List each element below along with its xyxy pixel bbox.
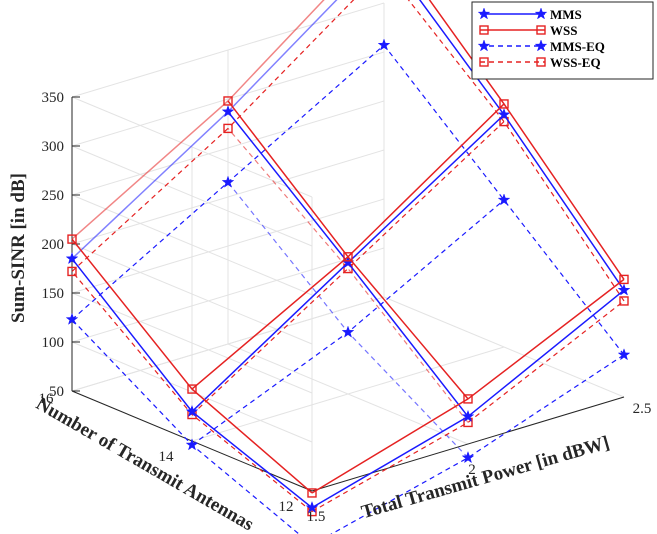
star-marker bbox=[305, 500, 319, 514]
star-marker bbox=[221, 175, 235, 188]
y-tick-label: 16 bbox=[39, 391, 55, 407]
square-marker bbox=[536, 57, 546, 67]
axes bbox=[71, 96, 625, 492]
series-line bbox=[227, 128, 469, 423]
z-axis-label: Sum-SINR [in dB] bbox=[8, 173, 29, 323]
square-marker bbox=[223, 96, 233, 106]
series-wss-eq bbox=[67, 0, 629, 517]
z-tick-label: 350 bbox=[42, 90, 65, 106]
series-line bbox=[428, 0, 625, 280]
z-tick-label: 100 bbox=[42, 335, 65, 351]
star-marker bbox=[185, 404, 199, 418]
y-tick-label: 14 bbox=[159, 449, 175, 465]
star-marker bbox=[477, 39, 491, 52]
x-tick-label: 2.5 bbox=[633, 401, 652, 417]
series-line bbox=[407, 0, 625, 302]
star-marker bbox=[497, 193, 511, 206]
x-tick-label: 1.5 bbox=[307, 509, 326, 525]
square-marker bbox=[187, 384, 197, 394]
star-marker bbox=[65, 312, 79, 325]
z-tick-label: 200 bbox=[42, 237, 65, 253]
series-line bbox=[71, 238, 313, 494]
y-axis-label: Number of Transmit Antennas bbox=[32, 393, 257, 534]
star-marker bbox=[497, 107, 511, 121]
star-marker bbox=[534, 39, 548, 52]
z-tick-label: 150 bbox=[42, 286, 65, 302]
z-tick-label: 250 bbox=[42, 188, 65, 204]
legend-label: MMS-EQ bbox=[550, 39, 605, 54]
square-marker bbox=[536, 25, 546, 35]
square-marker bbox=[499, 99, 509, 109]
z-tick-label: 50 bbox=[49, 384, 64, 400]
star-marker bbox=[185, 438, 199, 451]
series-line bbox=[227, 100, 469, 400]
series-line bbox=[191, 199, 505, 446]
square-marker bbox=[67, 266, 77, 277]
square-marker bbox=[343, 252, 353, 262]
square-marker bbox=[479, 25, 489, 35]
series-wss bbox=[67, 0, 629, 498]
y-tick-label: 12 bbox=[279, 499, 294, 515]
star-marker bbox=[65, 251, 79, 265]
z-tick-label: 300 bbox=[42, 139, 65, 155]
data-series bbox=[65, 0, 631, 534]
series-line bbox=[383, 44, 625, 356]
legend-label: MMS bbox=[550, 7, 582, 22]
legend-box bbox=[471, 1, 654, 80]
star-marker bbox=[477, 7, 491, 20]
x-axis-line bbox=[311, 396, 625, 492]
gridline-y-floor bbox=[191, 346, 505, 442]
star-marker bbox=[617, 283, 631, 296]
x-tick-label: 2 bbox=[468, 462, 476, 478]
series-mms-eq bbox=[65, 38, 631, 534]
star-marker bbox=[461, 450, 475, 464]
star-marker bbox=[221, 104, 235, 118]
star-marker bbox=[377, 38, 391, 51]
series-line bbox=[227, 181, 469, 459]
square-marker bbox=[223, 123, 233, 134]
legend-label: WSS bbox=[550, 23, 577, 38]
tick-labels: 50 100 150 200 250 300 350 1.5 2 2.5 12 14 16 bbox=[39, 90, 652, 525]
series-line bbox=[71, 271, 313, 513]
legend-label: WSS-EQ bbox=[550, 55, 601, 70]
star-marker bbox=[617, 348, 631, 361]
square-marker bbox=[67, 234, 77, 244]
square-marker bbox=[479, 57, 489, 67]
square-marker bbox=[307, 488, 317, 498]
square-marker bbox=[463, 394, 473, 404]
square-marker bbox=[619, 274, 629, 285]
series-line bbox=[191, 103, 505, 390]
square-marker bbox=[619, 296, 629, 306]
star-marker bbox=[534, 7, 548, 20]
series-mms bbox=[65, 0, 631, 514]
star-marker bbox=[341, 325, 355, 338]
series-line bbox=[191, 121, 505, 415]
star-marker bbox=[461, 409, 475, 423]
